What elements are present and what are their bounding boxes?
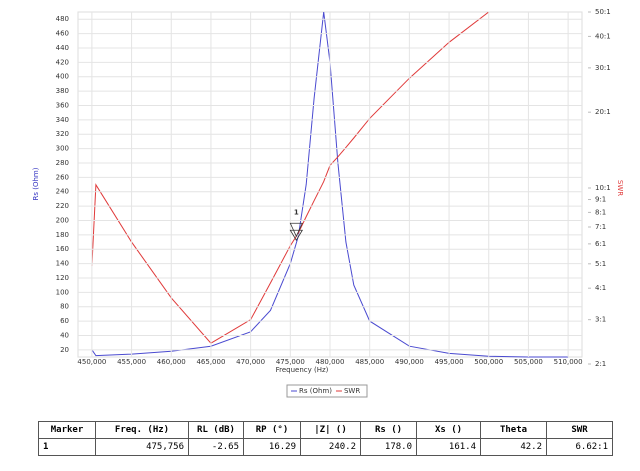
x-tick-label: 450,000 [77,358,106,366]
table-cell: 1 [38,438,96,456]
y-tick-label: 300 [56,145,69,153]
y2-tick-label: 7:1 [595,223,606,231]
x-tick-label: 510,000 [554,358,583,366]
x-tick-label: 495,000 [435,358,464,366]
table-cell: 161.4 [416,438,481,456]
y-tick-label: 100 [56,288,69,296]
marker-table: Marker Freq. (Hz) RL (dB) RP (°) |Z| () Rs ()… [38,421,613,456]
x-tick-label: 490,000 [395,358,424,366]
column-header: Rs () [360,421,417,439]
x-tick-label: 470,000 [236,358,265,366]
y-tick-label: 200 [56,216,69,224]
y2-tick-label: 4:1 [595,284,606,292]
y2-tick-label: 30:1 [595,64,611,72]
y-tick-label: 380 [56,87,69,95]
table-header: Marker Freq. (Hz) RL (dB) RP (°) |Z| () Rs ()… [38,421,613,439]
column-header: SWR [546,421,613,439]
y2-tick-label: 50:1 [595,8,611,16]
column-header: RP (°) [243,421,301,439]
y-tick-label: 340 [56,116,69,124]
y-tick-label: 420 [56,58,69,66]
column-header: |Z| () [300,421,361,439]
plot [91,12,569,358]
y-tick-label: 140 [56,260,69,268]
table-body: 1 475,756 -2.65 16.29 240.2 178.0 161.4 42.2 6.6… [38,438,613,456]
y-tick-label: 80 [60,303,69,311]
x-tick-label: 465,000 [196,358,225,366]
marker-label: 1 [294,208,299,216]
x-tick-label: 500,000 [474,358,503,366]
y2-tick-label: 5:1 [595,260,606,268]
y2-tick-label: 20:1 [595,108,611,116]
table-cell: 16.29 [243,438,301,456]
legend-label: SWR [344,387,360,395]
y-tick-label: 160 [56,245,69,253]
y-tick-label: 180 [56,231,69,239]
y-tick-label: 320 [56,130,69,138]
series-line [91,12,490,344]
y-tick-label: 280 [56,159,69,167]
table-cell: -2.65 [188,438,244,456]
series-line [91,12,569,358]
x-tick-label: 480,000 [316,358,345,366]
column-header: Theta [480,421,547,439]
y-tick-label: 360 [56,101,69,109]
y-axis-label: Rs (Ohm) [32,167,40,200]
x-axis-label: Frequency (Hz) [276,366,329,374]
y2-tick-label: 3:1 [595,316,606,324]
table-cell: 6.62:1 [546,438,613,456]
chart: Frequency (Hz) Rs (Ohm) SWR 450,000 455,0… [32,8,624,398]
y2-tick-label: 8:1 [595,208,606,216]
table-cell: 42.2 [480,438,547,456]
legend-label: Rs (Ohm) [299,387,332,395]
y2-tick-label: 10:1 [595,184,611,192]
table-cell: 178.0 [360,438,417,456]
y-tick-label: 460 [56,30,69,38]
marker [289,222,304,242]
y-tick-label: 480 [56,15,69,23]
y-tick-label: 440 [56,44,69,52]
y-tick-label: 400 [56,73,69,81]
column-header: Freq. (Hz) [95,421,189,439]
y2-tick-label: 2:1 [595,360,606,368]
x-tick-label: 455,000 [117,358,146,366]
x-tick-label: 475,000 [276,358,305,366]
y2-axis-label: SWR [616,180,624,196]
column-header: RL (dB) [188,421,244,439]
y-tick-label: 240 [56,188,69,196]
table-cell: 240.2 [300,438,361,456]
x-tick-label: 485,000 [355,358,384,366]
y-tick-label: 220 [56,202,69,210]
table-cell: 475,756 [95,438,189,456]
y-tick-label: 120 [56,274,69,282]
y2-tick-label: 40:1 [595,32,611,40]
table-row: 1 475,756 -2.65 16.29 240.2 178.0 161.4 42.2 6.6… [38,438,613,456]
x-tick-label: 505,000 [514,358,543,366]
column-header: Marker [38,421,96,439]
column-header: Xs () [416,421,481,439]
y-tick-label: 40 [60,331,69,339]
y-tick-label: 60 [60,317,69,325]
y2-tick-label: 6:1 [595,240,606,248]
y-tick-label: 260 [56,173,69,181]
y-tick-label: 20 [60,346,69,354]
y2-tick-label: 9:1 [595,196,606,204]
legend [286,384,368,398]
x-tick-label: 460,000 [157,358,186,366]
